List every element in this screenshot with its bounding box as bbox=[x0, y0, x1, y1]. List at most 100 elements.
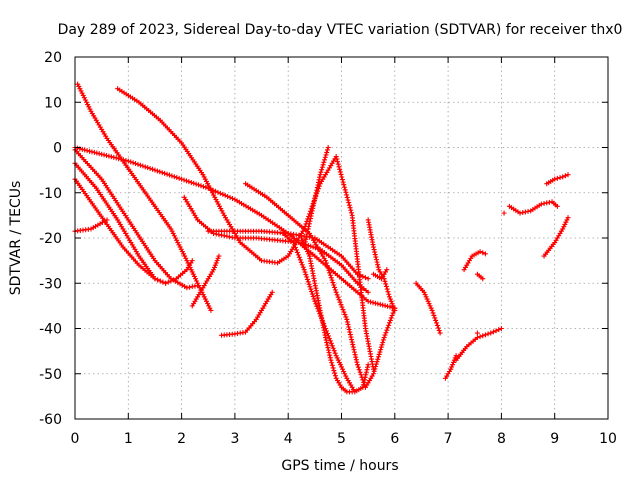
data-point bbox=[120, 157, 126, 163]
data-point bbox=[81, 95, 87, 101]
data-point bbox=[327, 355, 333, 361]
data-point bbox=[373, 361, 379, 367]
series-20 bbox=[453, 326, 504, 363]
data-point bbox=[434, 320, 440, 326]
data-point bbox=[111, 154, 117, 160]
data-point bbox=[318, 169, 324, 175]
data-point bbox=[335, 294, 341, 300]
data-point bbox=[357, 272, 363, 278]
data-point bbox=[348, 334, 354, 340]
data-point bbox=[269, 289, 275, 295]
data-point bbox=[87, 148, 93, 154]
data-point bbox=[360, 273, 366, 279]
data-point bbox=[380, 302, 386, 308]
data-point bbox=[152, 167, 158, 173]
data-point bbox=[190, 271, 196, 277]
data-point bbox=[192, 276, 198, 282]
data-point bbox=[327, 338, 333, 344]
x-axis-label: GPS time / hours bbox=[281, 458, 398, 474]
data-point bbox=[196, 182, 202, 188]
data-point bbox=[224, 233, 230, 239]
data-point bbox=[388, 298, 394, 304]
data-point bbox=[194, 278, 200, 284]
data-point bbox=[304, 276, 310, 282]
data-point bbox=[345, 197, 351, 203]
data-point bbox=[390, 310, 396, 316]
data-point bbox=[108, 154, 114, 160]
data-point bbox=[422, 292, 428, 298]
y-tick-label: 10 bbox=[44, 95, 62, 111]
data-point bbox=[313, 192, 319, 198]
data-point bbox=[376, 351, 382, 357]
x-tick-label: 4 bbox=[284, 431, 293, 447]
data-point bbox=[96, 151, 102, 157]
data-point bbox=[104, 217, 110, 223]
data-point bbox=[302, 241, 308, 247]
data-point bbox=[291, 242, 297, 248]
series-line bbox=[74, 162, 194, 285]
data-point bbox=[335, 159, 341, 165]
data-point bbox=[323, 337, 329, 343]
data-point bbox=[157, 169, 163, 175]
data-point bbox=[152, 276, 158, 282]
data-point bbox=[449, 364, 455, 370]
data-point bbox=[140, 163, 146, 169]
data-point bbox=[372, 252, 378, 258]
data-point bbox=[355, 364, 361, 370]
x-tick-label: 9 bbox=[550, 431, 559, 447]
data-point bbox=[387, 317, 393, 323]
data-point bbox=[541, 200, 547, 206]
data-point bbox=[294, 249, 300, 255]
data-point bbox=[338, 302, 344, 308]
data-point bbox=[118, 156, 124, 162]
data-point bbox=[331, 348, 337, 354]
data-point bbox=[337, 169, 343, 175]
data-point bbox=[361, 379, 367, 385]
data-point bbox=[303, 272, 309, 278]
data-point bbox=[324, 147, 330, 153]
data-point bbox=[384, 286, 390, 292]
data-point bbox=[310, 244, 316, 250]
data-point bbox=[562, 173, 568, 179]
data-point bbox=[203, 184, 209, 190]
data-point bbox=[328, 275, 334, 281]
x-tick-label: 0 bbox=[71, 431, 80, 447]
data-point bbox=[150, 166, 156, 172]
data-point bbox=[560, 226, 566, 232]
series-12 bbox=[219, 289, 275, 338]
data-point bbox=[319, 164, 325, 170]
data-point bbox=[188, 179, 194, 185]
data-point bbox=[353, 357, 359, 363]
data-point bbox=[375, 301, 381, 307]
data-point bbox=[365, 362, 371, 368]
data-point bbox=[334, 292, 340, 298]
data-point bbox=[184, 285, 190, 291]
data-point bbox=[554, 203, 560, 209]
data-point bbox=[325, 265, 331, 271]
chart-title: Day 289 of 2023, Sidereal Day-to-day VTE… bbox=[58, 22, 623, 38]
data-point bbox=[323, 152, 329, 158]
data-point bbox=[347, 329, 353, 335]
data-point bbox=[330, 365, 336, 371]
data-point bbox=[296, 254, 302, 260]
data-point bbox=[381, 335, 387, 341]
series-23 bbox=[474, 330, 480, 336]
data-point bbox=[189, 258, 195, 264]
data-point bbox=[324, 340, 330, 346]
series-21 bbox=[461, 249, 488, 273]
data-point bbox=[428, 305, 434, 311]
data-point bbox=[85, 102, 91, 108]
data-point bbox=[348, 207, 354, 213]
data-point bbox=[340, 179, 346, 185]
data-point bbox=[309, 289, 315, 295]
data-point bbox=[323, 335, 329, 341]
data-point bbox=[184, 258, 190, 264]
data-point bbox=[430, 310, 436, 316]
data-point bbox=[212, 262, 218, 268]
data-point bbox=[387, 296, 393, 302]
data-point bbox=[315, 182, 321, 188]
data-point bbox=[325, 345, 331, 351]
data-point bbox=[157, 278, 163, 284]
series-25 bbox=[506, 199, 560, 216]
data-point bbox=[333, 353, 339, 359]
